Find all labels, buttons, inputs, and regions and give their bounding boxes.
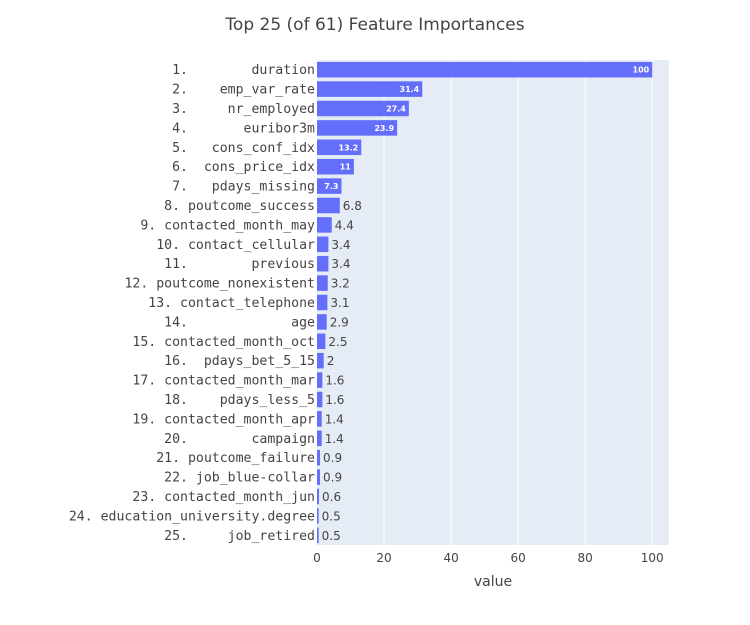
plot-background — [317, 60, 669, 545]
y-tick-label: 20. campaign — [164, 432, 315, 447]
y-tick-label: 19. contacted_month_apr — [132, 412, 315, 427]
y-tick-label: 24. education_university.degree — [69, 509, 315, 524]
bar — [317, 333, 326, 350]
bar-value-label: 100 — [633, 66, 650, 75]
bar — [317, 61, 653, 78]
bar — [317, 120, 398, 136]
bar — [317, 158, 354, 175]
y-tick-label: 23. contacted_month_jun — [132, 490, 315, 505]
bar-value-label: 0.9 — [323, 471, 342, 485]
gridlines — [383, 60, 653, 545]
bar — [317, 81, 423, 97]
y-tick-label: 12. poutcome_nonexistent — [124, 277, 315, 292]
y-tick-label: 18. pdays_less_5 — [164, 393, 315, 408]
bar-value-label: 3.4 — [331, 238, 350, 252]
y-tick-label: 6. cons_price_idx — [172, 160, 315, 175]
bar — [317, 449, 321, 466]
bar — [317, 217, 332, 233]
x-tick-label: 20 — [376, 551, 391, 565]
bar-value-label: 1.6 — [325, 393, 344, 407]
y-tick-labels: 1. duration 2. emp_var_rate 3. nr_employed… — [69, 63, 315, 544]
bar-value-label: 1.4 — [325, 432, 344, 446]
bar-value-label: 0.9 — [323, 451, 342, 465]
chart-title: Top 25 (of 61) Feature Importances — [224, 15, 524, 35]
bar — [317, 488, 320, 505]
bar — [317, 372, 323, 388]
bar-value-label: 7.3 — [324, 182, 338, 191]
bar-value-label: 13.2 — [339, 143, 359, 152]
bars — [317, 61, 653, 544]
bar-value-label: 6.8 — [343, 199, 362, 213]
bar-value-label: 0.5 — [322, 529, 341, 543]
bar — [317, 411, 322, 427]
y-tick-label: 2. emp_var_rate — [172, 83, 315, 98]
y-tick-label: 13. contact_telephone — [148, 296, 315, 311]
bar-value-label: 2.5 — [328, 335, 347, 349]
bar — [317, 100, 409, 117]
y-tick-label: 10. contact_cellular — [156, 238, 315, 253]
bar — [317, 430, 322, 447]
bar-value-label: 1.6 — [325, 374, 344, 388]
bar — [317, 139, 362, 156]
y-tick-label: 16. pdays_bet_5_15 — [164, 354, 315, 369]
bar — [317, 391, 323, 408]
y-tick-label: 7. pdays_missing — [172, 180, 315, 195]
bar-value-label: 0.5 — [322, 509, 341, 523]
bar-value-label: 3.1 — [330, 296, 349, 310]
bar — [317, 294, 328, 311]
bar — [317, 469, 321, 485]
bar-value-label: 3.2 — [331, 277, 350, 291]
x-tick-label: 0 — [313, 551, 321, 565]
x-tick-label: 40 — [443, 551, 458, 565]
bar-value-label: 4.4 — [335, 218, 354, 232]
bar — [317, 178, 342, 194]
y-tick-label: 21. poutcome_failure — [156, 451, 315, 466]
bar — [317, 314, 327, 330]
y-tick-label: 25. job_retired — [164, 529, 315, 544]
bar-value-label: 1.4 — [325, 412, 344, 426]
y-tick-label: 22. job_blue-collar — [164, 471, 315, 486]
y-tick-label: 4. euribor3m — [172, 121, 315, 136]
x-tick-label: 80 — [578, 551, 593, 565]
bar — [317, 236, 329, 253]
bar-labels: 100 31.4 27.4 23.9 13.2 11 7.3 6.8 4.4 3.4 3.4 3.2 3… — [322, 66, 650, 543]
bar-value-label: 23.9 — [374, 124, 394, 133]
y-tick-label: 3. nr_employed — [172, 102, 315, 117]
bar — [317, 352, 324, 369]
bar-value-label: 31.4 — [400, 85, 420, 94]
bar-value-label: 0.6 — [322, 490, 341, 504]
bar-value-label: 2.9 — [330, 315, 349, 329]
bar-value-label: 3.4 — [331, 257, 350, 271]
x-tick-labels: 0 20 40 60 80 100 — [313, 551, 664, 565]
bar — [317, 197, 340, 214]
x-tick-label: 100 — [641, 551, 664, 565]
x-tick-label: 60 — [511, 551, 526, 565]
y-tick-label: 9. contacted_month_may — [140, 218, 315, 233]
y-tick-label: 5. cons_conf_idx — [172, 141, 315, 156]
bar — [317, 275, 328, 291]
y-tick-label: 17. contacted_month_mar — [132, 374, 315, 389]
y-tick-label: 1. duration — [172, 63, 315, 78]
y-tick-label: 14. age — [164, 315, 315, 330]
bar — [317, 508, 319, 524]
y-tick-label: 15. contacted_month_oct — [132, 335, 315, 350]
bar-value-label: 2 — [327, 354, 335, 368]
bar-value-label: 27.4 — [386, 105, 406, 114]
x-axis-title: value — [474, 574, 512, 590]
bar-value-label: 11 — [340, 163, 352, 172]
bar — [317, 255, 329, 272]
bar — [317, 527, 319, 544]
y-tick-label: 8. poutcome_success — [164, 199, 315, 214]
y-tick-label: 11. previous — [164, 257, 315, 272]
